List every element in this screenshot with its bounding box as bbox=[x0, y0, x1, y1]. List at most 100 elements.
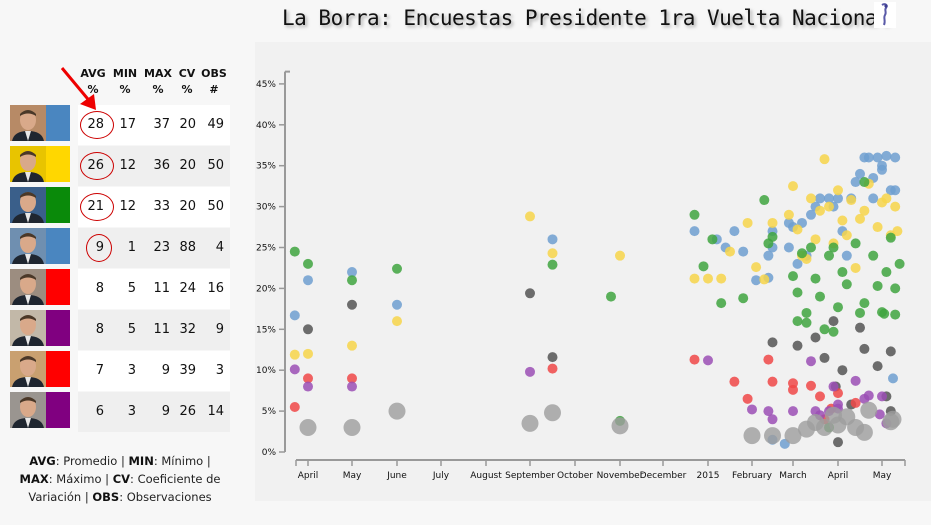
table-row: 7 3 9 39 3 bbox=[10, 351, 230, 391]
cell-max: 37 bbox=[153, 117, 170, 132]
data-point bbox=[872, 152, 883, 163]
row-background bbox=[78, 392, 230, 432]
data-point bbox=[544, 404, 561, 422]
x-tick-label: April bbox=[298, 471, 319, 481]
data-point bbox=[788, 384, 798, 395]
data-point bbox=[759, 195, 770, 206]
data-point bbox=[881, 267, 892, 278]
data-point bbox=[825, 406, 842, 424]
data-point bbox=[868, 250, 879, 261]
x-tick-label: August bbox=[470, 471, 502, 481]
data-point bbox=[716, 298, 727, 309]
row-background bbox=[78, 351, 230, 391]
data-point bbox=[392, 263, 402, 274]
data-point bbox=[888, 373, 898, 384]
party-color-bar bbox=[46, 392, 70, 428]
x-tick-label: 2015 bbox=[697, 471, 720, 481]
data-point bbox=[884, 410, 902, 428]
data-point bbox=[850, 177, 861, 188]
data-point bbox=[547, 352, 558, 363]
data-point bbox=[547, 248, 558, 259]
party-color-bar bbox=[46, 228, 70, 264]
data-point bbox=[729, 226, 740, 237]
cell-max: 11 bbox=[153, 322, 170, 337]
data-point bbox=[890, 309, 901, 320]
candidate-photo bbox=[10, 392, 46, 428]
cell-obs: 3 bbox=[215, 363, 224, 378]
cell-obs: 4 bbox=[215, 240, 224, 255]
data-point bbox=[859, 343, 870, 354]
y-tick-label: 0% bbox=[262, 448, 277, 458]
data-point bbox=[815, 205, 825, 216]
data-point bbox=[521, 414, 539, 432]
data-point bbox=[289, 310, 300, 321]
data-point bbox=[525, 366, 535, 377]
data-point bbox=[738, 293, 749, 304]
row-background bbox=[78, 269, 230, 309]
data-point bbox=[816, 418, 833, 436]
data-point bbox=[890, 201, 901, 212]
data-point bbox=[828, 326, 839, 337]
candidate-photo bbox=[10, 310, 46, 346]
data-point bbox=[303, 324, 313, 335]
data-point bbox=[846, 195, 857, 206]
data-point bbox=[547, 234, 558, 245]
data-point bbox=[392, 299, 402, 310]
data-point bbox=[763, 250, 774, 261]
data-point bbox=[689, 354, 700, 365]
y-tick-label: 40% bbox=[256, 121, 276, 131]
data-point bbox=[806, 193, 816, 204]
party-color-bar bbox=[46, 105, 70, 141]
cell-min: 3 bbox=[127, 404, 136, 419]
data-point bbox=[877, 164, 887, 175]
data-point bbox=[347, 275, 357, 286]
data-point bbox=[833, 185, 843, 196]
chart-panel: 0% 5% 10% 15% 20% 25% 30% 35% 40% 45% April May June… bbox=[255, 42, 931, 501]
x-tick-label: September bbox=[505, 471, 555, 481]
data-point bbox=[855, 168, 865, 179]
x-tick-label: May bbox=[343, 471, 362, 481]
x-tick-label: November bbox=[597, 471, 644, 481]
data-point bbox=[784, 427, 802, 445]
cell-max: 9 bbox=[161, 404, 170, 419]
data-point bbox=[303, 381, 313, 392]
data-point bbox=[850, 375, 861, 386]
data-point bbox=[810, 332, 821, 343]
data-point bbox=[837, 267, 848, 278]
data-point bbox=[806, 242, 816, 253]
data-point bbox=[725, 246, 735, 257]
legend-item-cv: CV: Coeficiente de Variación bbox=[28, 472, 221, 504]
data-point bbox=[792, 340, 803, 351]
candidate-photo bbox=[10, 269, 46, 305]
party-color-bar bbox=[46, 351, 70, 387]
cell-cv: 24 bbox=[179, 281, 196, 296]
table-row: 26 12 36 20 50 bbox=[10, 146, 230, 186]
x-tick-label: April bbox=[828, 471, 849, 481]
cell-cv: 20 bbox=[179, 117, 196, 132]
table-row: 8 5 11 24 16 bbox=[10, 269, 230, 309]
x-tick-label: October bbox=[557, 471, 593, 481]
data-point bbox=[801, 307, 812, 318]
data-point bbox=[815, 193, 825, 204]
data-point bbox=[824, 193, 834, 204]
data-point bbox=[860, 401, 878, 419]
x-tick-label: July bbox=[432, 471, 450, 481]
y-tick-label: 30% bbox=[256, 203, 276, 213]
data-point bbox=[303, 258, 313, 269]
table-row: 21 12 33 20 50 bbox=[10, 187, 230, 227]
data-point bbox=[797, 248, 807, 259]
party-color-bar bbox=[46, 269, 70, 305]
cell-max: 11 bbox=[153, 281, 170, 296]
data-point bbox=[815, 291, 825, 302]
y-tick-label: 35% bbox=[256, 162, 276, 172]
data-point bbox=[742, 217, 753, 228]
data-point bbox=[689, 209, 700, 220]
data-point bbox=[824, 250, 834, 261]
data-point bbox=[347, 267, 357, 278]
data-point bbox=[859, 177, 870, 188]
cell-cv: 20 bbox=[179, 199, 196, 214]
scatter-chart: 0% 5% 10% 15% 20% 25% 30% 35% 40% 45% April May June… bbox=[256, 70, 906, 481]
data-point bbox=[824, 201, 834, 212]
data-point bbox=[847, 418, 865, 436]
data-point bbox=[879, 308, 890, 319]
